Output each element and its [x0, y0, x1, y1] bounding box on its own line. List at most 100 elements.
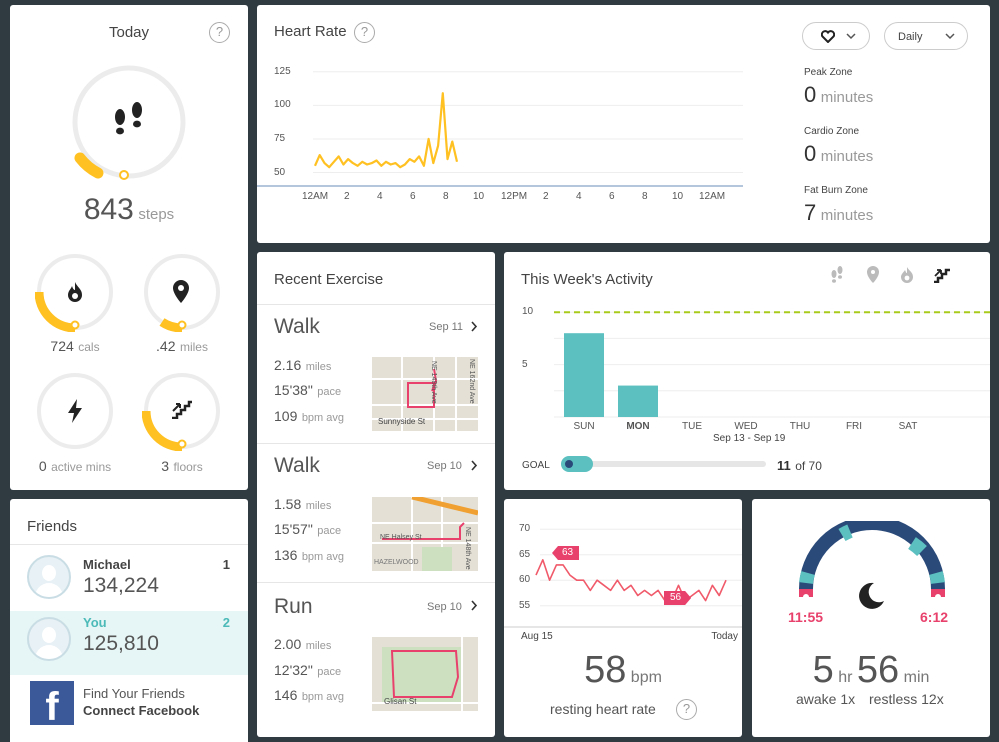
- exercise-item[interactable]: Walk Sep 11 2.16 miles 15'38" pace 109 b…: [257, 305, 495, 443]
- friends-title: Friends: [27, 518, 78, 535]
- exercise-date: Sep 10: [427, 460, 462, 472]
- stairs-icon: [172, 400, 192, 419]
- x-tick-label: 6: [609, 191, 615, 202]
- bar[interactable]: [564, 333, 604, 417]
- goal-readout: 11 of 70: [777, 457, 822, 475]
- exercise-bpm: 109: [274, 408, 298, 424]
- steps-ring: [72, 65, 186, 180]
- friend-name: You: [83, 615, 107, 630]
- heart-icon: [821, 30, 835, 43]
- route-map[interactable]: Glisan St: [372, 637, 478, 711]
- resting-unit: bpm: [630, 669, 662, 686]
- resting-help-icon[interactable]: ?: [676, 699, 697, 720]
- goal-progress-knob: [565, 460, 573, 468]
- resting-value: 58: [584, 649, 627, 691]
- chevron-right-icon[interactable]: [471, 321, 478, 332]
- map-label: Sunnyside St: [378, 417, 426, 426]
- exercise-type: Run: [274, 595, 313, 618]
- zone-name: Cardio Zone: [804, 126, 860, 137]
- exercise-item[interactable]: Run Sep 10 2.00 miles 12'32" pace Glisan…: [257, 583, 495, 733]
- route-map[interactable]: NE Halsey St NE 148th Ave HAZELWOOD: [372, 497, 478, 571]
- exercise-bpm-unit: bpm avg: [301, 551, 345, 563]
- chevron-right-icon[interactable]: [471, 460, 478, 471]
- sleep-start: 11:55: [788, 609, 824, 625]
- calories-tab-icon[interactable]: [900, 266, 914, 284]
- map-label: Glisan St: [384, 697, 417, 706]
- moon-icon: [859, 582, 884, 609]
- bar[interactable]: [618, 385, 658, 417]
- resting-value-readout: 58 bpm: [504, 649, 742, 692]
- sleep-minutes: 56: [856, 649, 900, 691]
- resting-max-badge: 63: [552, 546, 580, 560]
- steps-unit: steps: [138, 206, 175, 223]
- exercise-distance: 1.58: [274, 496, 302, 512]
- goal-value: 11: [777, 458, 791, 473]
- period-dropdown[interactable]: Daily: [884, 22, 968, 50]
- exercise-type: Walk: [274, 315, 320, 338]
- zone-value: 0: [804, 82, 817, 107]
- goal-of: of 70: [795, 459, 822, 473]
- exercise-pace-unit: pace: [317, 525, 342, 537]
- resting-min-label: 56: [670, 592, 682, 603]
- active-readout: 0 active mins: [20, 458, 130, 476]
- exercise-distance-unit: miles: [305, 640, 332, 652]
- zone-unit: minutes: [820, 148, 874, 165]
- exercise-bpm: 146: [274, 687, 298, 703]
- y-tick-label: 75: [274, 132, 286, 144]
- x-tick-label: 10: [672, 191, 684, 202]
- friend-row-you[interactable]: You 125,810 2: [10, 611, 248, 675]
- route-map[interactable]: NE 162nd Ave NE 148th Ave Sunnyside St: [372, 357, 478, 431]
- today-help-icon[interactable]: ?: [209, 22, 230, 43]
- friend-rank: 1: [222, 557, 230, 572]
- steps-tab-icon[interactable]: [829, 266, 845, 284]
- resting-heart-rate-chart: [504, 528, 742, 628]
- zone-fat-burn: Fat Burn Zone 7 minutes: [804, 185, 873, 226]
- heart-rate-chart: [257, 71, 743, 187]
- y-tick-label: 125: [274, 65, 291, 77]
- resting-heart-rate-card: 63 56 Aug 15 Today 58 bpm resting heart …: [504, 499, 742, 737]
- y-tick-label: 55: [519, 599, 531, 611]
- distance-tab-icon[interactable]: [866, 266, 880, 284]
- heart-rate-help-icon[interactable]: ?: [354, 22, 375, 43]
- map-label: NE 148th Ave: [464, 527, 471, 570]
- find-friends-label: Find Your Friends: [83, 686, 185, 701]
- y-tick-label: 5: [522, 358, 528, 370]
- resting-heart-rate-line: [535, 558, 727, 602]
- zone-name: Peak Zone: [804, 67, 853, 78]
- exercise-bpm-unit: bpm avg: [301, 691, 345, 703]
- exercise-bpm-unit: bpm avg: [301, 412, 345, 424]
- chevron-right-icon[interactable]: [471, 600, 478, 611]
- sleep-duration: 5 hr 56 min: [752, 649, 990, 692]
- active-unit: active mins: [51, 460, 112, 474]
- zone-unit: minutes: [820, 89, 874, 106]
- friend-rank: 2: [222, 615, 230, 630]
- friend-steps: 125,810: [83, 632, 159, 655]
- zone-peak: Peak Zone 0 minutes: [804, 67, 873, 108]
- recent-exercise-card: Recent Exercise Walk Sep 11 2.16 miles 1…: [257, 252, 495, 737]
- sleep-min-unit: min: [903, 669, 930, 686]
- exercise-distance: 2.00: [274, 636, 302, 652]
- x-tick-label: FRI: [845, 421, 863, 432]
- y-tick-label: 10: [522, 306, 534, 318]
- period-label: Daily: [898, 31, 923, 43]
- heart-filter-dropdown[interactable]: [802, 22, 870, 50]
- heart-rate-card: Heart Rate ? Daily Peak Zone 0 minutes C…: [257, 5, 990, 243]
- heart-rate-line: [313, 92, 459, 169]
- cals-unit: cals: [78, 340, 100, 354]
- exercise-date: Sep 10: [427, 601, 462, 613]
- connect-facebook-link[interactable]: f Find Your Friends Connect Facebook: [10, 677, 248, 733]
- weekly-activity-card: This Week's Activity Sep 13 - Sep 19 GOA…: [504, 252, 990, 490]
- chevron-down-icon: [846, 33, 856, 40]
- friend-row-michael[interactable]: Michael 134,224 1: [10, 545, 248, 609]
- sleep-card: 11:55 6:12 5 hr 56 min awake 1x restless…: [752, 499, 990, 737]
- y-tick-label: 60: [519, 574, 531, 586]
- floors-tab-icon[interactable]: [933, 266, 951, 283]
- x-tick-label: TUE: [682, 421, 702, 432]
- exercise-item[interactable]: Walk Sep 10 1.58 miles 15'57" pace 136 b…: [257, 444, 495, 582]
- steps-value: 843: [83, 193, 134, 226]
- exercise-pace: 15'38": [274, 382, 313, 398]
- exercise-pace: 12'32": [274, 662, 313, 678]
- x-tick-label: 4: [576, 191, 582, 202]
- x-tick-label: 6: [410, 191, 416, 202]
- recent-exercise-title: Recent Exercise: [274, 271, 384, 288]
